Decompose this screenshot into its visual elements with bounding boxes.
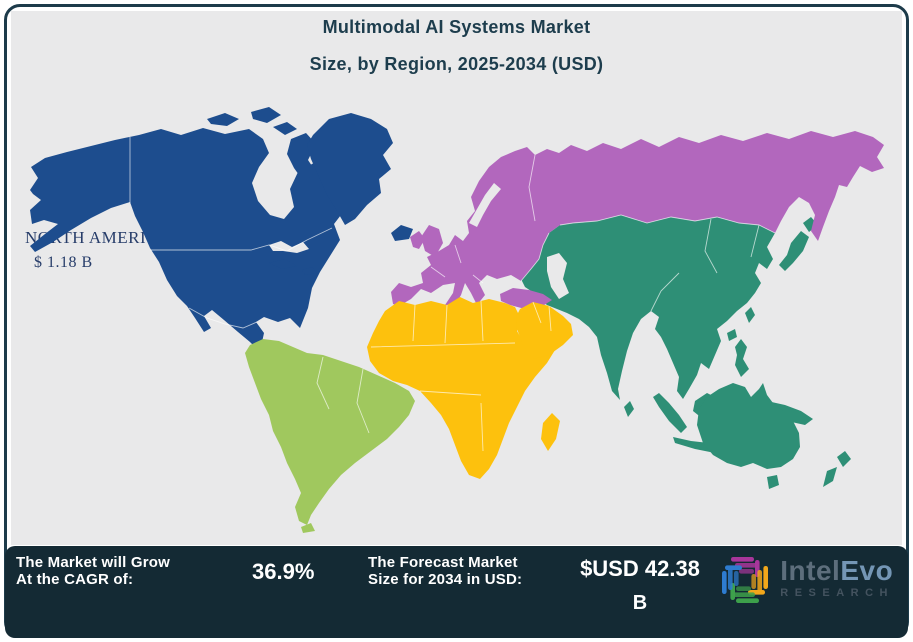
region-asia-oceania [521, 215, 851, 489]
forecast-label: The Forecast Market Size for 2034 in USD… [368, 554, 522, 588]
brand-logo: IntelEvo RESEARCH [718, 553, 894, 607]
country-border-lines [129, 137, 776, 452]
brand-name-part2: Evo [840, 555, 894, 586]
brand-name-part1: Intel [780, 555, 841, 586]
footer-stats-bar: The Market will Grow At the CAGR of: 36.… [5, 546, 908, 638]
forecast-label-line2: Size for 2034 in USD: [368, 571, 523, 588]
forecast-label-line1: The Forecast Market [368, 554, 518, 571]
brand-name: IntelEvo [780, 557, 894, 585]
region-south-america [245, 339, 415, 533]
region-callout-value: $ 1.18 B [34, 254, 93, 271]
page-title: Multimodal AI Systems Market [322, 17, 591, 37]
brand-subtext: RESEARCH [780, 587, 894, 599]
region-africa-middle-east [367, 297, 573, 479]
page-subtitle: Size, by Region, 2025-2034 (USD) [309, 54, 604, 74]
forecast-value-line2: B [632, 592, 648, 614]
cagr-label-line1: The Market will Grow [16, 554, 171, 571]
logo-text: IntelEvo RESEARCH [780, 553, 894, 599]
cagr-label-line2: At the CAGR of: [16, 571, 134, 588]
world-map [30, 107, 884, 533]
forecast-value-line1: $USD 42.38 [580, 556, 700, 581]
logo-pinwheel-icon [722, 557, 769, 603]
forecast-value: $USD 42.38 B [570, 557, 710, 615]
cagr-label: The Market will Grow At the CAGR of: [16, 554, 170, 588]
region-north-america [30, 107, 413, 385]
cagr-value: 36.9% [252, 559, 315, 584]
water-overlays [269, 183, 569, 299]
map-canvas: Multimodal AI Systems Market Size, by Re… [11, 11, 902, 545]
